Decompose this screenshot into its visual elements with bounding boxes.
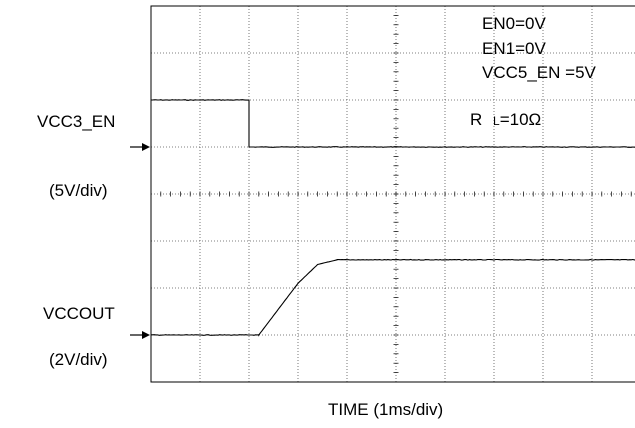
annotation-en0: EN0=0V (482, 14, 546, 33)
plot-traces (151, 99, 635, 337)
channel-ground-arrow-head (142, 331, 150, 339)
load-resistance-symbol: R (470, 110, 483, 129)
channel2-label: VCCOUT (43, 304, 115, 323)
channel1-label: VCC3_EN (37, 112, 116, 131)
trace-vcc3-en (151, 99, 635, 148)
x-axis-label: TIME (1ms/div) (328, 400, 444, 419)
channel1-scale: (5V/div) (49, 181, 108, 200)
load-resistance-value: =10Ω (499, 110, 542, 129)
load-resistance-annotation: R L=10Ω (470, 110, 541, 130)
plot-frame (150, 5, 635, 383)
load-resistance-subscript: L (493, 114, 500, 128)
annotation-vcc5-en: VCC5_EN =5V (482, 63, 596, 82)
channel-ground-arrow-head (142, 143, 150, 151)
channel2-scale: (2V/div) (49, 350, 108, 369)
trace-vccout (151, 258, 635, 337)
channel-markers (130, 143, 150, 339)
annotation-en1: EN1=0V (482, 39, 546, 58)
